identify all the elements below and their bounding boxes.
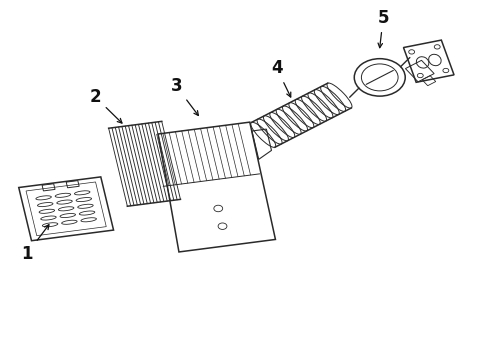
Text: 3: 3	[171, 77, 198, 116]
Text: 5: 5	[377, 9, 389, 48]
Text: 4: 4	[271, 59, 291, 97]
Text: 1: 1	[21, 225, 49, 263]
Text: 2: 2	[90, 88, 122, 123]
